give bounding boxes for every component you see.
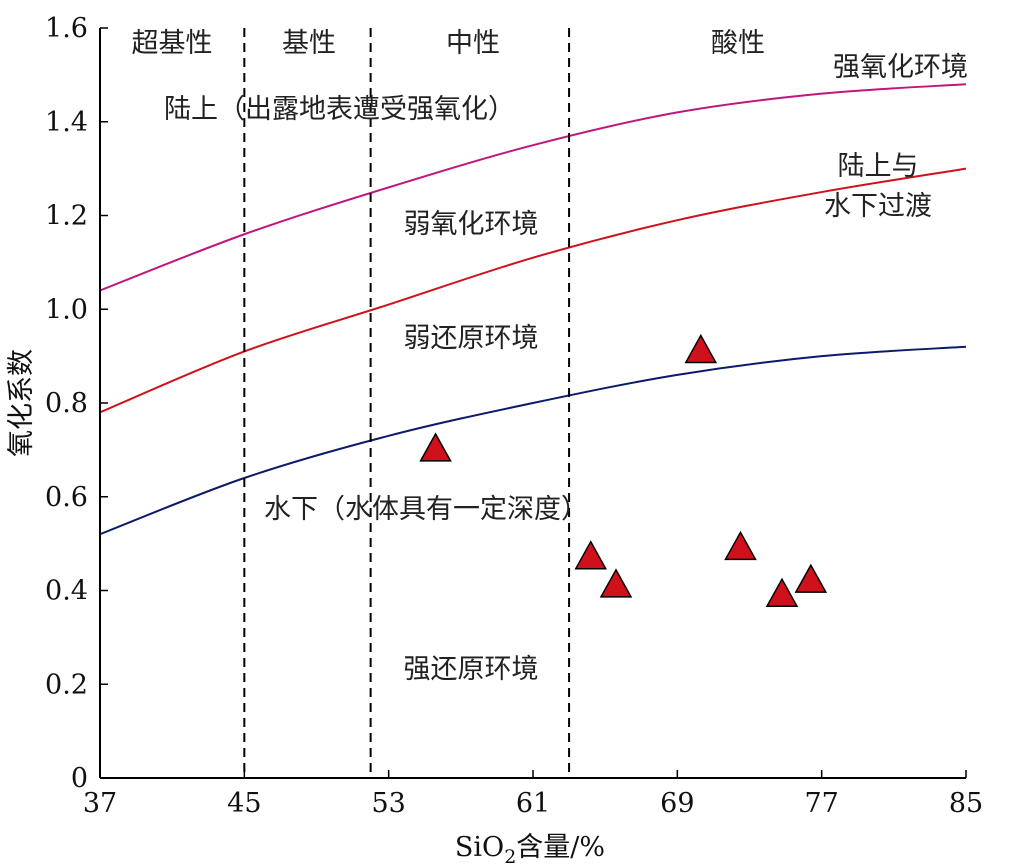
data-point-triangle [599, 568, 633, 598]
rock-type-labels: 超基性 基性 中性 酸性 [132, 28, 766, 59]
y-tick-label: 1.4 [45, 107, 88, 138]
x-tick-label: 85 [949, 788, 983, 819]
y-axis-title: 氧化系数 [6, 349, 37, 457]
x-ticks: 37 45 53 61 69 77 85 [83, 770, 983, 819]
rock-type-label-acidic: 酸性 [711, 28, 765, 59]
zone-label-transition-line1: 陆上与 [838, 151, 919, 182]
rock-type-label-ultrabasic: 超基性 [132, 28, 213, 59]
rock-type-boundaries [243, 28, 571, 778]
data-point-triangle [765, 577, 799, 607]
zone-label-strong-reduction: 强还原环境 [404, 654, 539, 685]
curve-label-land: 陆上（出露地表遭受强氧化） [164, 94, 515, 125]
x-tick-label: 53 [371, 788, 405, 819]
data-point-triangle [684, 333, 718, 364]
rock-type-label-basic: 基性 [282, 28, 336, 59]
x-tick-label: 69 [660, 788, 694, 819]
x-axis-title-pre: SiO [455, 832, 504, 863]
y-tick-label: 0.2 [45, 669, 88, 700]
zone-labels: 强氧化环境 陆上（出露地表遭受强氧化） 陆上与 水下过渡 弱氧化环境 弱还原环境… [164, 52, 968, 685]
x-tick-label: 37 [83, 788, 117, 819]
boundary-curves [99, 83, 967, 536]
rock-type-label-intermediate: 中性 [446, 28, 500, 59]
x-tick-label: 45 [227, 788, 261, 819]
y-tick-label: 1.2 [45, 201, 88, 232]
y-tick-label: 1.6 [45, 13, 88, 44]
x-axis-title-sub: 2 [504, 846, 516, 866]
zone-label-weak-oxidation: 弱氧化环境 [404, 209, 539, 240]
y-tick-label: 0.4 [45, 576, 88, 607]
data-point-triangle [419, 432, 452, 462]
zone-label-transition-line2: 水下过渡 [824, 191, 932, 222]
y-tick-label: 1.0 [45, 294, 88, 325]
x-tick-label: 61 [516, 788, 550, 819]
x-tick-label: 77 [804, 788, 838, 819]
data-point-triangle [794, 563, 828, 593]
y-tick-label: 0.8 [45, 388, 88, 419]
zone-label-strong-oxidation: 强氧化环境 [833, 52, 968, 83]
data-points [419, 333, 828, 607]
zone-label-weak-reduction: 弱还原环境 [404, 323, 539, 354]
boundary-curve [99, 83, 967, 292]
x-axis-title: SiO2含量/% [455, 832, 605, 866]
curve-label-underwater: 水下（水体具有一定深度） [264, 494, 588, 525]
y-tick-label: 0 [71, 763, 88, 794]
data-point-triangle [724, 530, 757, 561]
x-axis-title-post: 含量/% [516, 832, 605, 863]
y-tick-label: 0.6 [45, 482, 88, 513]
data-point-triangle [574, 540, 608, 570]
y-ticks: 0 0.2 0.4 0.6 0.8 1.0 1.2 1.4 1.6 [45, 13, 108, 794]
